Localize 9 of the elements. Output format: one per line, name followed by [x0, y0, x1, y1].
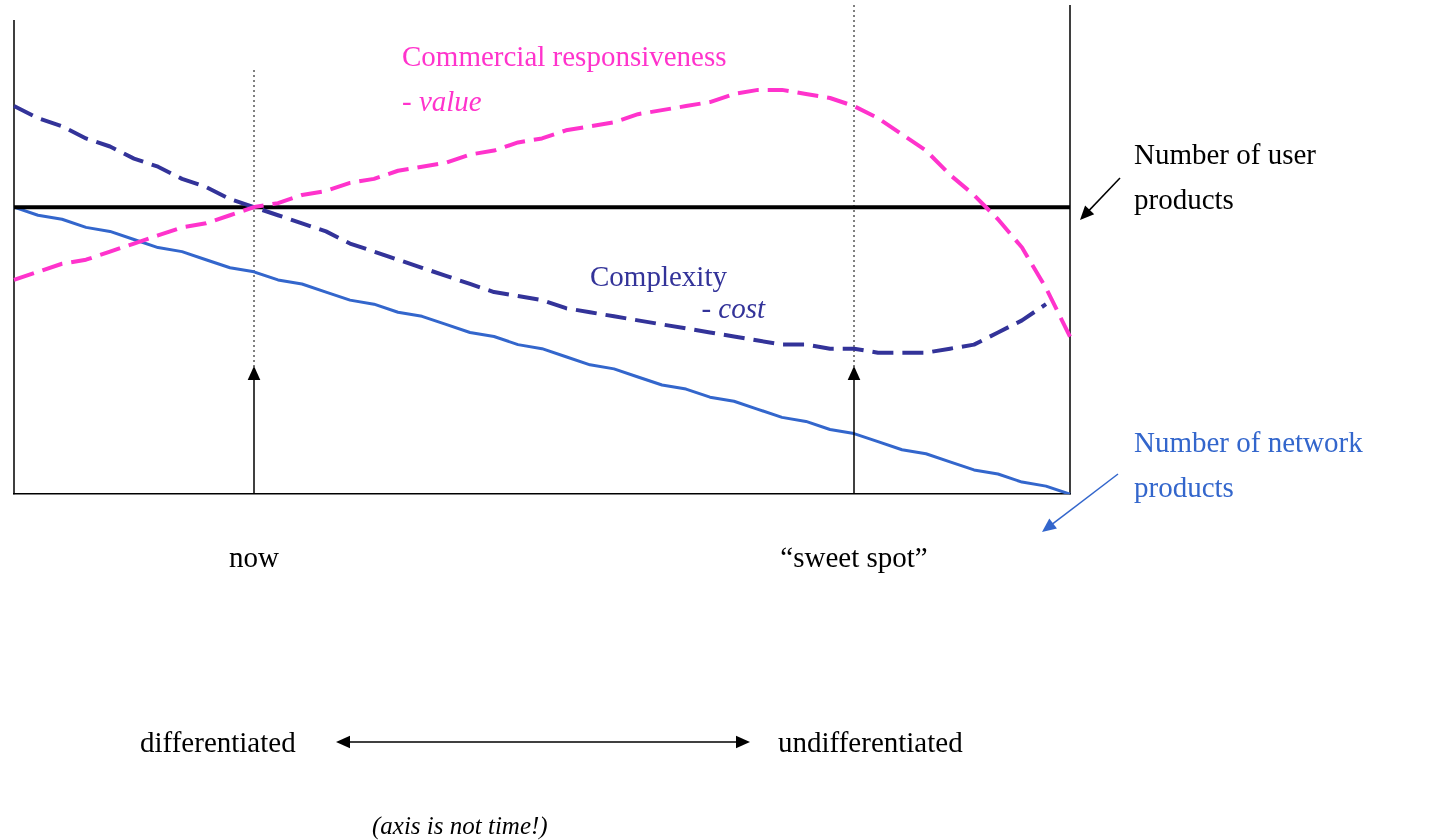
series-label: Commercial responsiveness - value	[402, 40, 727, 117]
text: differentiated	[140, 726, 297, 758]
text: undifferentiated	[778, 726, 964, 758]
x-tick-label: now	[229, 541, 280, 574]
x-tick-label: “sweet spot”	[780, 541, 928, 574]
text: Number of network products	[1134, 426, 1364, 503]
series-label: Complexity - cost	[590, 260, 766, 324]
text: (axis is not time!)	[372, 812, 548, 840]
legend-label: Number of user products	[1134, 138, 1317, 215]
